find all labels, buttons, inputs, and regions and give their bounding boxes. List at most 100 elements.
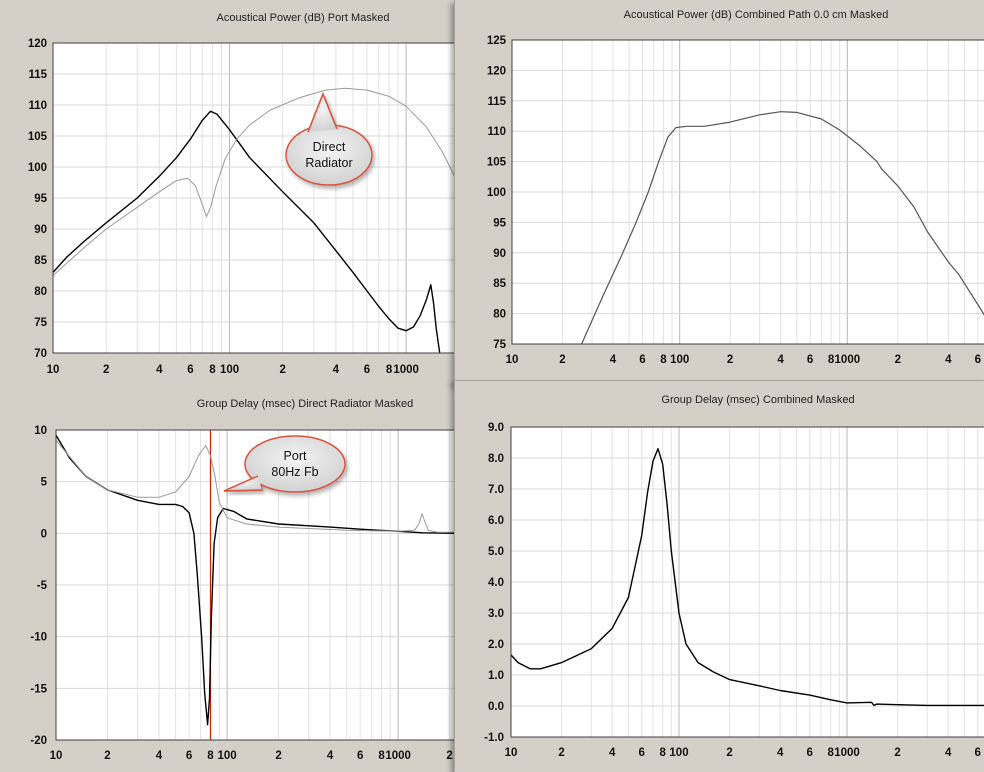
chart-title: Group Delay (msec) Combined Masked bbox=[661, 394, 854, 406]
series-line-1 bbox=[511, 448, 984, 707]
x-tick-label: 4 bbox=[156, 750, 163, 762]
y-tick-label: -1.0 bbox=[484, 732, 504, 744]
callout-ellipse bbox=[244, 435, 346, 493]
x-tick-label: 4 bbox=[610, 354, 617, 366]
x-tick-label: 6 bbox=[357, 750, 363, 762]
x-tick-label: 8 bbox=[828, 747, 835, 759]
x-tick-label: 10 bbox=[47, 364, 60, 376]
y-tick-label: 2.0 bbox=[488, 639, 504, 651]
chart-title: Group Delay (msec) Direct Radiator Maske… bbox=[197, 398, 413, 410]
x-tick-label: 100 bbox=[669, 747, 688, 759]
x-tick-label: 4 bbox=[945, 354, 952, 366]
chart-acoustic-power-combined: Acoustical Power (dB) Combined Path 0.0 … bbox=[487, 9, 984, 366]
x-tick-label: 10 bbox=[50, 750, 63, 762]
x-tick-label: 100 bbox=[670, 354, 689, 366]
x-tick-label: 2 bbox=[559, 354, 565, 366]
grid bbox=[511, 427, 984, 737]
x-tick-label: 8 bbox=[207, 750, 214, 762]
y-tick-label: 85 bbox=[34, 255, 47, 267]
x-tick-label: 2 bbox=[104, 750, 110, 762]
chart-acoustic-power-port: Acoustical Power (dB) Port Masked 120 115 1… bbox=[28, 12, 456, 376]
x-tick-label: 4 bbox=[156, 364, 163, 376]
x-tick-label: 4 bbox=[609, 747, 616, 759]
x-tick-label: 8 bbox=[660, 354, 667, 366]
series-line-1 bbox=[53, 110, 441, 353]
x-tick-label: 8 bbox=[378, 750, 385, 762]
y-tick-label: 95 bbox=[34, 193, 47, 205]
y-tick-label: 5 bbox=[41, 477, 48, 489]
x-tick-label: 6 bbox=[807, 747, 813, 759]
x-tick-label: 4 bbox=[327, 750, 334, 762]
x-tick-label: 1000 bbox=[385, 750, 411, 762]
y-tick-label: 4.0 bbox=[488, 577, 504, 589]
plot-frame bbox=[511, 39, 984, 345]
grid bbox=[53, 43, 456, 353]
x-tick-label: 10 bbox=[505, 747, 518, 759]
y-tick-label: 75 bbox=[493, 339, 506, 351]
x-tick-label: 1000 bbox=[835, 354, 861, 366]
x-tick-label: 1000 bbox=[834, 747, 860, 759]
chart-panel-acoustic-power-port: Acoustical Power (dB) Port Masked 120 115 1… bbox=[0, 0, 456, 386]
y-tick-label: 6.0 bbox=[488, 515, 504, 527]
y-tick-label: 75 bbox=[34, 317, 47, 329]
x-tick-label: 4 bbox=[777, 354, 784, 366]
x-tick-label: 2 bbox=[446, 750, 452, 762]
y-tick-label: 110 bbox=[487, 126, 506, 138]
chart-group-delay-direct-radiator: Group Delay (msec) Direct Radiator Maske… bbox=[30, 398, 456, 762]
callout-text-line: Radiator bbox=[305, 156, 352, 170]
x-tick-label: 6 bbox=[975, 747, 981, 759]
x-tick-label: 6 bbox=[364, 364, 370, 376]
series-line-2 bbox=[56, 439, 456, 533]
y-tick-label: 3.0 bbox=[488, 608, 504, 620]
y-tick-label: -10 bbox=[30, 632, 47, 644]
callout-ellipse bbox=[285, 124, 373, 186]
x-tick-label: 8 bbox=[660, 747, 667, 759]
x-tick-label: 1000 bbox=[393, 364, 419, 376]
plot-frame bbox=[52, 42, 456, 354]
chart-panel-group-delay-direct: Group Delay (msec) Direct Radiator Maske… bbox=[0, 386, 456, 771]
y-tick-label: 80 bbox=[493, 309, 506, 321]
y-tick-label: -15 bbox=[30, 683, 47, 695]
y-tick-label: -5 bbox=[37, 580, 48, 592]
x-tick-label: 10 bbox=[506, 354, 519, 366]
callout-text-line: Port bbox=[284, 449, 307, 463]
x-tick-label: 4 bbox=[945, 747, 952, 759]
x-tick-label: 6 bbox=[975, 354, 981, 366]
y-tick-label: 80 bbox=[34, 286, 47, 298]
x-tick-label: 6 bbox=[187, 364, 193, 376]
y-tick-label: 0 bbox=[41, 528, 47, 540]
x-tick-label: 2 bbox=[726, 747, 732, 759]
x-tick-label: 4 bbox=[777, 747, 784, 759]
x-tick-label: 2 bbox=[275, 750, 281, 762]
callout-tail-fill bbox=[308, 94, 337, 132]
chart-title: Acoustical Power (dB) Port Masked bbox=[216, 12, 389, 24]
x-tick-label: 8 bbox=[828, 354, 835, 366]
x-tick-label: 4 bbox=[333, 364, 340, 376]
y-tick-label: 120 bbox=[28, 38, 47, 50]
callout-tail-outline bbox=[307, 91, 338, 133]
y-tick-label: 115 bbox=[487, 96, 506, 108]
y-tick-label: 7.0 bbox=[488, 484, 504, 496]
x-tick-label: 2 bbox=[895, 354, 901, 366]
y-tick-label: 9.0 bbox=[488, 422, 504, 434]
callout-bubble: Direct Radiator bbox=[285, 91, 373, 186]
grid bbox=[56, 430, 456, 740]
y-tick-label: 125 bbox=[487, 35, 507, 47]
x-tick-label: 2 bbox=[558, 747, 564, 759]
y-tick-label: 90 bbox=[493, 248, 506, 260]
x-tick-label: 2 bbox=[894, 747, 900, 759]
y-tick-label: 100 bbox=[28, 162, 47, 174]
y-tick-label: 90 bbox=[34, 224, 47, 236]
x-tick-label: 6 bbox=[639, 354, 645, 366]
y-tick-label: 1.0 bbox=[488, 670, 504, 682]
chart-group-delay-combined: Group Delay (msec) Combined Masked 9.0 8.0… bbox=[484, 394, 984, 759]
x-tick-label: 100 bbox=[217, 750, 236, 762]
series-line-2 bbox=[53, 87, 456, 276]
x-tick-label: 100 bbox=[220, 364, 239, 376]
chart-title: Acoustical Power (dB) Combined Path 0.0 … bbox=[624, 9, 889, 21]
y-tick-label: 115 bbox=[28, 69, 47, 81]
x-tick-label: 2 bbox=[727, 354, 733, 366]
series-line-1 bbox=[581, 111, 984, 344]
y-tick-label: 120 bbox=[487, 65, 506, 77]
x-tick-label: 6 bbox=[186, 750, 192, 762]
